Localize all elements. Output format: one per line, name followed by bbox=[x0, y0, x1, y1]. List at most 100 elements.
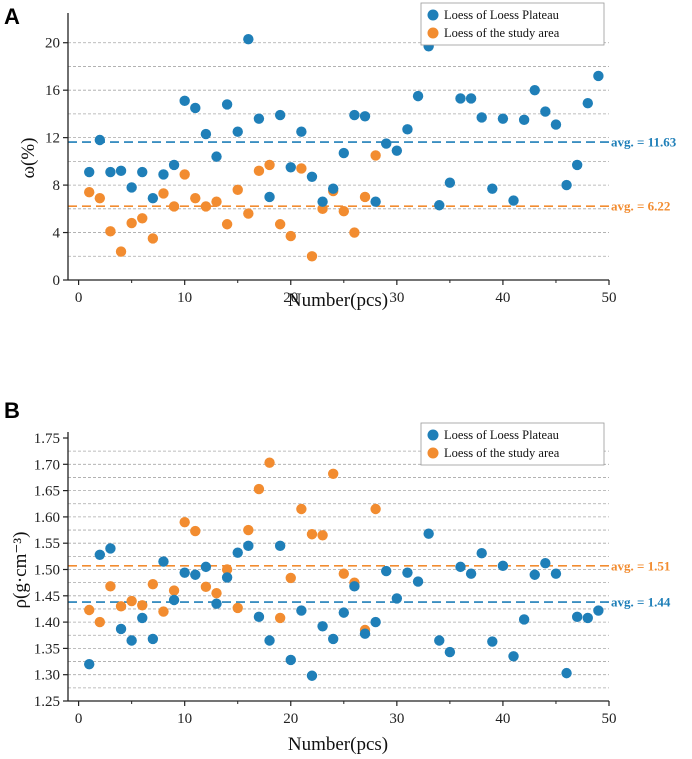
average-label-a-0: avg. = 11.63 bbox=[611, 135, 677, 150]
point-plateau-a-6 bbox=[137, 166, 148, 178]
point-study-a-4 bbox=[115, 246, 127, 257]
point-plateau-a-3 bbox=[105, 166, 116, 178]
y-tick-label-b-5: 1.50 bbox=[34, 563, 60, 579]
point-plateau-a-29 bbox=[381, 138, 392, 149]
point-plateau-b-5 bbox=[126, 635, 137, 646]
legend-marker-plateau-b bbox=[427, 429, 439, 441]
point-plateau-b-10 bbox=[179, 567, 190, 578]
point-study-b-6 bbox=[137, 600, 148, 611]
x-tick-label-b-1: 10 bbox=[177, 711, 192, 727]
point-study-b-24 bbox=[327, 468, 339, 479]
point-study-b-20 bbox=[285, 572, 296, 584]
x-tick-label-a-1: 10 bbox=[177, 290, 192, 306]
points-b bbox=[84, 457, 604, 681]
point-plateau-b-45 bbox=[550, 568, 562, 579]
point-plateau-b-15 bbox=[232, 547, 243, 558]
point-plateau-a-48 bbox=[582, 98, 593, 109]
point-plateau-a-12 bbox=[200, 128, 212, 140]
x-tick-label-a-0: 0 bbox=[75, 290, 83, 306]
point-plateau-b-1 bbox=[84, 658, 95, 670]
legend-box-a bbox=[420, 2, 605, 46]
panel-a: A avg. = 11.63 avg. = 6.22 0 10 20 30 40 50 0 4 8… bbox=[4, 2, 677, 311]
point-plateau-b-16 bbox=[243, 540, 254, 552]
point-plateau-a-27 bbox=[359, 111, 371, 122]
point-plateau-b-37 bbox=[465, 568, 477, 579]
point-study-b-16 bbox=[243, 524, 254, 536]
point-plateau-a-49 bbox=[593, 70, 604, 82]
point-plateau-a-32 bbox=[412, 90, 424, 102]
point-plateau-a-16 bbox=[243, 33, 254, 45]
point-study-b-9 bbox=[168, 585, 180, 596]
y-tick-label-b-10: 1.75 bbox=[34, 431, 60, 447]
x-axis-title-a: Number(pcs) bbox=[288, 290, 388, 311]
point-study-a-13 bbox=[211, 196, 222, 207]
y-tick-label-a-3: 12 bbox=[45, 131, 60, 147]
point-plateau-b-23 bbox=[317, 621, 328, 632]
legend-a: Loess of Loess Plateau Loess of the stud… bbox=[420, 2, 605, 46]
point-plateau-a-47 bbox=[571, 159, 583, 171]
point-plateau-b-3 bbox=[105, 543, 116, 554]
point-plateau-b-32 bbox=[412, 576, 424, 587]
average-lines-a: avg. = 11.63 avg. = 6.22 bbox=[68, 135, 677, 214]
point-study-a-1 bbox=[84, 187, 95, 198]
point-study-b-13 bbox=[211, 587, 222, 599]
point-plateau-b-28 bbox=[370, 616, 381, 628]
point-study-b-23 bbox=[317, 530, 328, 541]
point-plateau-a-5 bbox=[126, 182, 137, 193]
x-tick-label-a-3: 30 bbox=[389, 290, 404, 306]
point-study-a-23 bbox=[317, 203, 328, 215]
point-plateau-b-8 bbox=[158, 556, 169, 567]
x-tick-label-a-4: 40 bbox=[495, 290, 510, 306]
point-plateau-a-36 bbox=[455, 93, 466, 104]
point-plateau-a-23 bbox=[317, 196, 328, 207]
point-plateau-a-7 bbox=[147, 192, 159, 204]
point-study-b-22 bbox=[306, 529, 318, 540]
legend-marker-study-b bbox=[427, 447, 439, 459]
point-plateau-a-39 bbox=[487, 183, 498, 194]
point-plateau-b-36 bbox=[455, 561, 466, 573]
grid-b bbox=[68, 450, 609, 689]
point-plateau-a-37 bbox=[465, 93, 477, 104]
point-plateau-b-29 bbox=[381, 565, 392, 577]
point-plateau-b-42 bbox=[518, 614, 530, 625]
point-plateau-a-8 bbox=[158, 169, 169, 180]
point-plateau-a-14 bbox=[221, 99, 233, 110]
point-study-b-15 bbox=[232, 602, 243, 614]
point-plateau-b-48 bbox=[582, 612, 593, 624]
point-plateau-b-6 bbox=[137, 612, 148, 624]
point-plateau-b-35 bbox=[444, 646, 456, 658]
point-plateau-b-2 bbox=[94, 549, 106, 560]
point-plateau-a-15 bbox=[232, 126, 243, 137]
point-study-a-7 bbox=[147, 233, 159, 244]
x-tick-label-a-2: 20 bbox=[283, 290, 298, 306]
point-plateau-b-11 bbox=[190, 569, 201, 580]
point-plateau-b-26 bbox=[349, 581, 360, 592]
point-plateau-b-22 bbox=[306, 670, 318, 681]
point-study-a-16 bbox=[243, 208, 254, 219]
x-tick-label-b-0: 0 bbox=[75, 711, 83, 727]
x-tick-label-b-4: 40 bbox=[495, 711, 510, 727]
point-study-a-17 bbox=[253, 165, 265, 177]
point-plateau-a-45 bbox=[550, 119, 562, 130]
average-lines-b: avg. = 1.51 avg. = 1.44 bbox=[68, 558, 671, 610]
point-plateau-b-31 bbox=[402, 567, 413, 578]
point-plateau-b-21 bbox=[296, 605, 307, 616]
ticks-a: 0 10 20 30 40 50 0 4 8 12 16 20 bbox=[45, 36, 617, 306]
point-plateau-b-12 bbox=[200, 561, 212, 573]
point-plateau-a-42 bbox=[518, 114, 530, 126]
axes-a bbox=[67, 13, 609, 281]
point-study-b-2 bbox=[94, 616, 106, 628]
point-study-b-21 bbox=[296, 503, 307, 515]
point-plateau-a-11 bbox=[190, 102, 201, 114]
point-plateau-b-47 bbox=[571, 611, 583, 623]
point-study-b-14 bbox=[221, 564, 233, 575]
point-plateau-a-9 bbox=[168, 159, 180, 171]
point-plateau-b-39 bbox=[487, 636, 498, 647]
x-axis-title-b: Number(pcs) bbox=[288, 734, 388, 755]
point-plateau-b-33 bbox=[423, 528, 434, 539]
point-study-b-4 bbox=[115, 601, 127, 612]
point-plateau-b-43 bbox=[529, 569, 540, 580]
legend-label-study-a: Loess of the study area bbox=[444, 26, 560, 40]
panel-b: B avg. = 1.51 avg. = 1.44 0 10 20 30 40 50 1.25… bbox=[4, 398, 671, 755]
ticks-b: 0 10 20 30 40 50 1.25 1.30 1.35 1.40 1.45 1.50 1.55 1… bbox=[34, 431, 617, 727]
